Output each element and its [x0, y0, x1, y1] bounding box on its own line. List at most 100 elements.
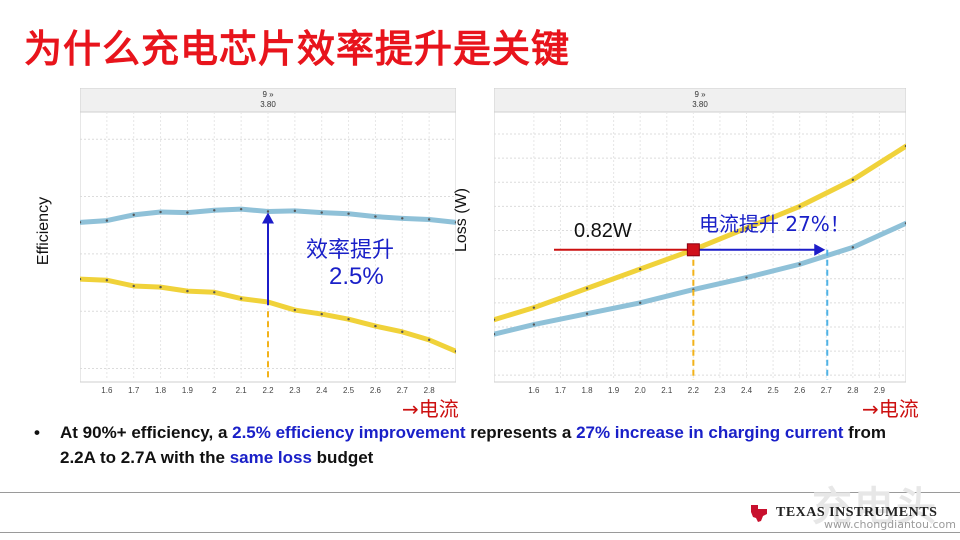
- x-tick-label: 1.8: [155, 386, 167, 395]
- yellow-series-point: [159, 285, 162, 289]
- x-tick-label: 2.4: [316, 386, 328, 395]
- bullet-text: At 90%+ efficiency, a 2.5% efficiency im…: [60, 420, 914, 470]
- loss-chart-svg: 9 »3.800.30.40.50.60.70.80.911.11.21.31.…: [494, 88, 906, 395]
- header-top-label: 9 »: [694, 90, 706, 99]
- current-arrow-head: [814, 243, 826, 256]
- footer-divider: [0, 492, 960, 493]
- yellow-series-point: [638, 267, 642, 271]
- loss-ylabel: Loss (W): [453, 188, 470, 252]
- blue-series-point: [904, 222, 906, 225]
- x-tick-label: 2.3: [289, 386, 301, 395]
- blue-series-point: [186, 211, 189, 214]
- x-tick-label: 1.6: [528, 386, 540, 395]
- x-tick-label: 2.9: [874, 386, 886, 395]
- yellow-series-point: [239, 297, 243, 300]
- bullet-point: • At 90%+ efficiency, a 2.5% efficiency …: [34, 420, 914, 470]
- x-tick-label: 1.8: [581, 386, 593, 395]
- blue-series-point: [798, 263, 801, 266]
- x-tick-label: 2.4: [741, 386, 753, 395]
- yellow-series-point: [213, 291, 216, 294]
- bullet-highlight: same loss: [229, 448, 312, 467]
- blue-series-point: [532, 323, 536, 326]
- yellow-series-point: [798, 205, 801, 208]
- efficiency-arrow-head: [262, 212, 274, 224]
- yellow-series-point: [427, 338, 431, 342]
- efficiency-chart: 9 »3.8090 %91 %92 %93 %94 %1.61.71.81.92…: [80, 88, 456, 410]
- yellow-series-point: [105, 279, 109, 282]
- blue-series-point: [401, 217, 404, 220]
- yellow-series-point: [745, 226, 748, 230]
- blue-series-point: [638, 301, 642, 305]
- x-tick-label: 1.9: [608, 386, 620, 395]
- blue-series-point: [266, 210, 270, 213]
- yellow-series-point: [851, 178, 855, 182]
- ti-state-icon: [751, 505, 767, 522]
- header-top-label: 9 »: [262, 90, 274, 99]
- bullet-segment: budget: [311, 448, 374, 467]
- blue-series-point: [494, 332, 496, 336]
- yellow-series-point: [293, 308, 297, 312]
- bullet-segment: from 2.2A to 2.7A with the: [60, 423, 886, 467]
- x-tick-label: 2.5: [343, 386, 355, 395]
- efficiency-chart-svg: 9 »3.8090 %91 %92 %93 %94 %1.61.71.81.92…: [80, 88, 456, 395]
- watermark-url: www.chongdiantou.com: [824, 518, 956, 531]
- yellow-series-point: [347, 318, 350, 321]
- x-tick-label: 2.2: [262, 386, 274, 395]
- x-tick-label: 2.6: [794, 386, 806, 395]
- plot-frame: [494, 88, 906, 383]
- blue-series-point: [851, 246, 855, 249]
- blue-series-point: [320, 211, 323, 214]
- header-strip: [80, 88, 456, 113]
- loss-chart: 9 »3.800.30.40.50.60.70.80.911.11.21.31.…: [494, 88, 906, 410]
- footer-bottom-divider: [0, 532, 960, 533]
- x-tick-label: 2.1: [661, 386, 673, 395]
- yellow-series-point: [585, 287, 589, 290]
- blue-series-point: [132, 213, 135, 217]
- x-tick-label: 1.9: [182, 386, 194, 395]
- blue-series-point: [427, 218, 431, 221]
- bullet-highlight: 2.5% efficiency improvement: [232, 423, 466, 442]
- yellow-series-point: [401, 330, 404, 334]
- blue-series-point: [347, 212, 350, 215]
- x-tick-label: 2.0: [635, 386, 647, 395]
- bullet-dot: •: [34, 423, 40, 442]
- blue-series-point: [293, 209, 297, 213]
- yellow-series-point: [80, 277, 82, 281]
- yellow-series-point: [374, 324, 377, 328]
- bullet-highlight: 27% increase in charging current: [576, 423, 844, 442]
- header-bottom-label: 3.80: [692, 100, 708, 109]
- x-tick-label: 1.7: [128, 386, 140, 395]
- x-tick-label: 2.2: [688, 386, 700, 395]
- watermark-logo: 充电头: [812, 484, 938, 530]
- blue-series-point: [585, 312, 589, 315]
- blue-series-point: [159, 210, 162, 214]
- efficiency-ylabel: Efficiency: [35, 196, 52, 266]
- yellow-series-point: [320, 312, 323, 316]
- loss-x-caption: →电流: [862, 397, 919, 421]
- yellow-series-point: [532, 306, 536, 309]
- loss-point-marker: [686, 243, 700, 257]
- blue-series-point: [105, 219, 109, 222]
- blue-series-point: [80, 221, 82, 224]
- header-strip: [494, 88, 906, 113]
- loss-value-label: 0.82W: [574, 220, 632, 242]
- bullet-segment: represents a: [465, 423, 577, 442]
- x-tick-label: 2.7: [397, 386, 409, 395]
- blue-series-point: [213, 209, 216, 212]
- yellow-series-point: [186, 289, 189, 293]
- yellow-series-point: [132, 284, 135, 288]
- bullet-segment: At 90%+ efficiency, a: [60, 423, 233, 442]
- x-tick-label: 1.6: [101, 386, 113, 395]
- current-increase-annotation: 电流提升 27%！: [699, 212, 850, 236]
- efficiency-annotation-line2: 2.5%: [329, 263, 384, 290]
- x-tick-label: 2.8: [847, 386, 859, 395]
- x-tick-label: 2.5: [768, 386, 780, 395]
- efficiency-annotation-line1: 效率提升: [306, 238, 395, 263]
- blue-series-point: [454, 221, 456, 224]
- blue-series-point: [239, 207, 243, 211]
- x-tick-label: 2.1: [236, 386, 248, 395]
- header-bottom-label: 3.80: [260, 100, 276, 109]
- yellow-series-point: [904, 144, 906, 148]
- ti-logo: TEXAS INSTRUMENTS: [748, 502, 937, 524]
- x-tick-label: 2: [212, 386, 217, 395]
